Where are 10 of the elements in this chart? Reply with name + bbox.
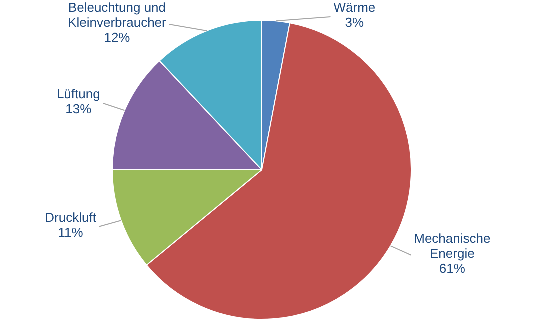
slice-label: Druckluft [45,210,97,225]
slice-label: Lüftung [56,86,100,102]
data-label: 11% [58,224,84,240]
data-label: 13% [66,102,92,117]
slice-label: Wärme [334,0,376,16]
data-label: 3% [345,15,365,30]
data-label: 12% [104,30,131,46]
data-label: 61% [439,260,466,276]
slice-label: Beleuchtung und Kleinverbraucher [68,0,168,30]
slice-label: Mechanische Energie [414,230,491,261]
